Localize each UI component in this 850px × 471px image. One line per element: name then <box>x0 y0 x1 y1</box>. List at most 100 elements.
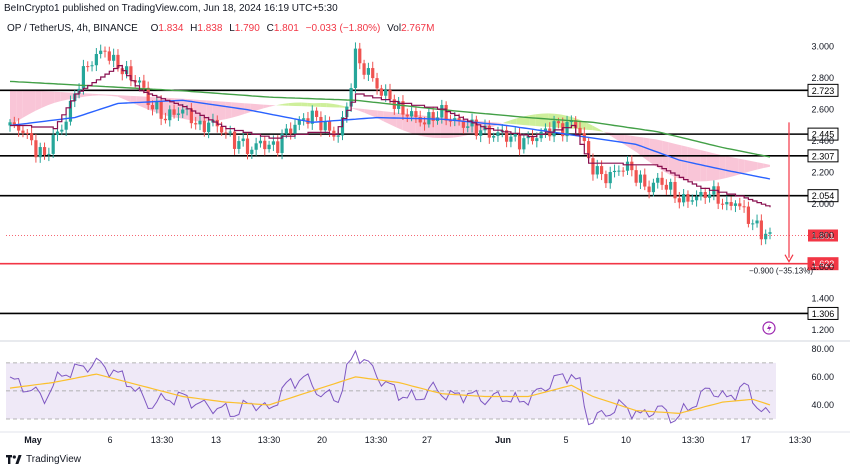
cloud-segment <box>643 137 650 163</box>
level-label: 2.307 <box>812 151 835 161</box>
candle-body <box>81 66 86 89</box>
candle-body <box>224 132 228 134</box>
candle-body <box>457 118 461 121</box>
candle-body <box>440 104 444 118</box>
cloud-segment <box>48 91 55 106</box>
candle-body <box>38 147 42 158</box>
low-label: L <box>229 23 235 34</box>
price-tick-label: 2.200 <box>811 168 834 178</box>
publisher-line: BeInCrypto1 published on TradingView.com… <box>4 3 338 14</box>
candle-body <box>448 120 453 122</box>
cloud-segment <box>333 103 340 108</box>
cloud-segment <box>592 125 599 132</box>
candle-body <box>276 141 280 154</box>
cloud-segment <box>301 102 308 107</box>
measure-arrow-head <box>784 254 794 263</box>
candle-body <box>638 174 643 183</box>
candle-body <box>578 127 582 134</box>
candle-body <box>725 202 729 205</box>
candle-body <box>254 143 258 150</box>
candle-body <box>409 111 414 117</box>
candle-body <box>146 87 150 106</box>
change-percent: (−1.80%) <box>339 23 381 34</box>
change-value: −0.033 <box>305 23 337 34</box>
ohlc-legend: OP / TetherUS, 4h, BINANCE O1.834 H1.838… <box>7 23 434 34</box>
candle-body <box>12 122 16 125</box>
cloud-segment <box>206 100 213 122</box>
candle-body <box>267 144 271 150</box>
level-label: 2.445 <box>812 130 835 140</box>
cloud-segment <box>35 90 42 111</box>
cloud-segment <box>681 145 688 181</box>
last-price-box <box>808 229 838 242</box>
price-tick-label: 1.200 <box>811 325 834 335</box>
price-tick-label: 1.600 <box>811 262 834 272</box>
level-label: 1.306 <box>812 309 835 319</box>
cloud-segment <box>244 103 251 114</box>
cloud-segment <box>60 92 67 102</box>
candle-body <box>55 131 60 135</box>
cloud-segment <box>649 138 656 167</box>
brand-name: TradingView <box>26 454 82 465</box>
cloud-segment <box>282 103 289 106</box>
candle-body <box>163 118 168 121</box>
candle-body <box>487 125 491 138</box>
rsi-tick-label: 80.00 <box>811 344 834 354</box>
candle-body <box>323 121 327 131</box>
candle-body <box>250 149 254 154</box>
candle-body <box>630 161 634 171</box>
candle-body <box>60 129 64 132</box>
cloud-segment <box>732 157 739 177</box>
candle-body <box>729 202 733 206</box>
time-tick-label: 17 <box>741 435 751 445</box>
price-tick-label: 2.400 <box>811 136 834 146</box>
level-label-box <box>807 127 839 141</box>
candle-body <box>47 153 51 156</box>
ma-green-line <box>9 80 771 158</box>
cloud-segment <box>725 156 732 179</box>
candle-body <box>530 135 535 142</box>
cloud-segment <box>269 105 276 107</box>
symbol-title[interactable]: OP / TetherUS, 4h, BINANCE <box>7 23 138 34</box>
candle-body <box>405 114 409 117</box>
candle-body <box>388 90 392 100</box>
candle-body <box>535 138 539 142</box>
cloud-segment <box>713 153 720 181</box>
candle-body <box>107 51 111 61</box>
level-label-box <box>807 306 839 320</box>
time-tick-label: 20 <box>317 435 327 445</box>
cloud-segment <box>542 113 549 127</box>
candle-body <box>198 120 202 125</box>
ma-blue-line <box>9 99 771 180</box>
cloud-segment <box>624 134 631 149</box>
volume-label: Vol <box>387 23 402 34</box>
publisher-text: BeInCrypto1 published on TradingView.com… <box>4 3 338 14</box>
candle-body <box>150 105 155 110</box>
candle-body <box>237 141 241 149</box>
cloud-segment <box>738 158 745 175</box>
candle-body <box>401 101 405 115</box>
candle-body <box>651 182 656 193</box>
candle-body <box>245 138 250 154</box>
candle-body <box>591 158 595 175</box>
candle-body <box>129 66 133 81</box>
candle-body <box>517 133 522 150</box>
candle-body <box>543 128 548 132</box>
cloud-segment <box>751 161 758 172</box>
candle-body <box>746 206 751 224</box>
high-value: 1.838 <box>197 23 223 34</box>
candle-body <box>509 136 513 142</box>
cloud-segment <box>326 103 333 108</box>
candle-body <box>228 131 232 133</box>
candle-body <box>258 140 263 144</box>
candle-body <box>284 128 288 134</box>
cloud-segment <box>98 94 105 96</box>
cloud-segment <box>86 93 93 97</box>
cloud-segment <box>662 140 669 175</box>
cloud-segment <box>345 106 352 109</box>
candle-body <box>599 166 604 175</box>
time-tick-label: 5 <box>563 435 568 445</box>
candle-body <box>604 174 608 184</box>
time-tick-label: 13:30 <box>365 435 388 445</box>
